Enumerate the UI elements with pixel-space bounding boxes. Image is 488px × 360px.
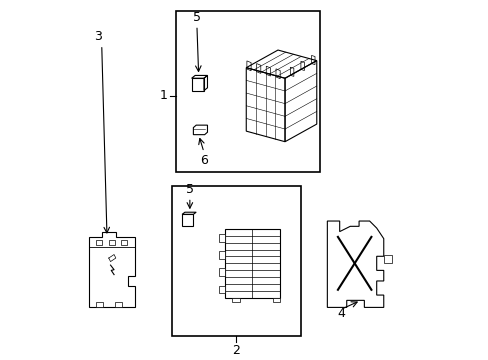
Bar bbox=[182, 214, 193, 226]
Bar bbox=[115, 302, 122, 307]
Text: 5: 5 bbox=[185, 183, 193, 196]
Bar bbox=[96, 240, 102, 245]
Text: 6: 6 bbox=[200, 154, 207, 167]
Bar bbox=[172, 186, 300, 336]
Bar bbox=[96, 302, 102, 307]
Bar bbox=[218, 251, 224, 259]
Bar bbox=[224, 229, 279, 298]
Bar bbox=[218, 234, 224, 242]
Text: 5: 5 bbox=[192, 10, 201, 24]
Text: 2: 2 bbox=[231, 345, 239, 357]
Bar bbox=[272, 298, 280, 302]
Bar bbox=[232, 298, 240, 302]
Text: 1: 1 bbox=[159, 89, 167, 102]
Bar bbox=[218, 285, 224, 293]
Text: 3: 3 bbox=[94, 30, 102, 43]
Bar bbox=[108, 240, 115, 245]
Bar bbox=[383, 255, 391, 263]
Bar bbox=[175, 11, 320, 172]
Text: 4: 4 bbox=[337, 307, 345, 320]
Bar bbox=[218, 269, 224, 276]
Bar bbox=[121, 240, 127, 245]
